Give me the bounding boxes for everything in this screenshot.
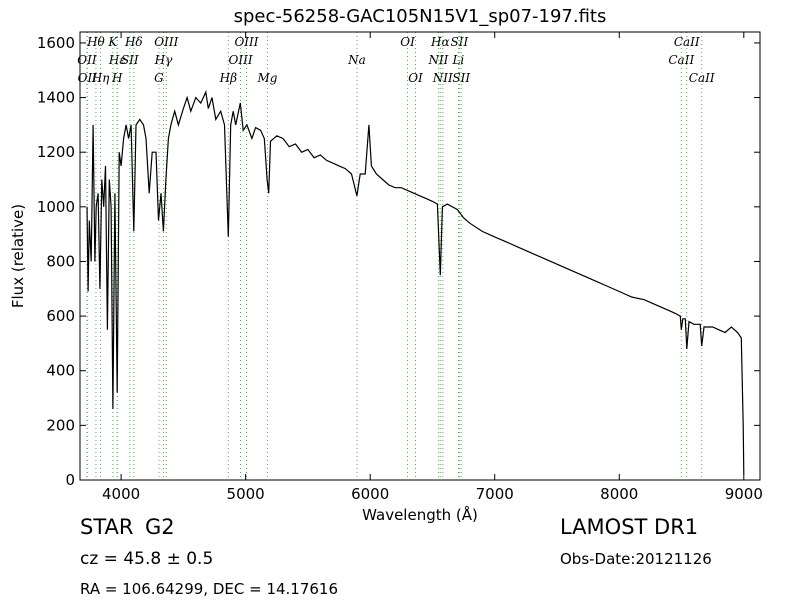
spectral-line-label: Hη [91, 71, 110, 85]
y-tick-label: 0 [65, 471, 75, 489]
chart-title: spec-56258-GAC105N15V1_sp07-197.fits [234, 6, 607, 27]
y-tick-label: 600 [46, 307, 75, 325]
spectral-line-label: Hδ [124, 35, 143, 49]
spectral-line-label: NII [432, 71, 453, 85]
y-tick-label: 800 [46, 252, 75, 270]
cz: cz = 45.8 ± 0.5 [80, 549, 213, 569]
spectral-line-label: SII [452, 71, 470, 85]
spectral-line-label: OIII [234, 35, 258, 49]
spectral-line-label: SII [121, 53, 139, 67]
y-tick-label: 400 [46, 362, 75, 380]
spectral-line-label: OIII [154, 35, 178, 49]
y-tick-label: 1200 [37, 143, 75, 161]
spectral-line-label: OII [78, 71, 98, 85]
subclass: G2 [145, 515, 175, 539]
spectral-line-label: SII [451, 35, 469, 49]
spectral-line-label: Hθ [86, 35, 105, 49]
spectral-line-label: Hγ [154, 53, 173, 67]
spectral-line-label: Li [451, 53, 464, 67]
obs-date: Obs-Date:20121126 [560, 550, 712, 568]
spectral-line-label: Hβ [219, 71, 237, 85]
spectral-line-label: NII [427, 53, 448, 67]
x-axis-label: Wavelength (Å) [362, 505, 478, 524]
survey: LAMOST DR1 [560, 515, 698, 539]
x-tick-label: 6000 [351, 485, 389, 503]
class: STAR [80, 515, 133, 539]
spectral-line-label: CaII [668, 53, 694, 67]
coords: RA = 106.64299, DEC = 14.17616 [80, 580, 338, 598]
x-tick-label: 4000 [102, 485, 140, 503]
y-tick-label: 200 [46, 416, 75, 434]
x-tick-label: 5000 [227, 485, 265, 503]
x-tick-label: 7000 [476, 485, 514, 503]
spectral-line-label: G [154, 71, 164, 85]
spectral-line-label: CaII [689, 71, 715, 85]
x-tick-label: 9000 [725, 485, 763, 503]
spectral-line-label: CaII [674, 35, 700, 49]
spectral-line-label: OIII [229, 53, 253, 67]
y-tick-label: 1600 [37, 34, 75, 52]
plot-frame [79, 31, 761, 481]
spectral-line-label: OI [400, 35, 415, 49]
spectral-line-label: K [107, 35, 118, 49]
y-tick-label: 1400 [37, 89, 75, 107]
x-tick-label: 8000 [600, 485, 638, 503]
spectral-line-label: OI [408, 71, 423, 85]
y-tick-label: 1000 [37, 198, 75, 216]
spectrum-line [86, 90, 745, 475]
spectral-line-label: H [111, 71, 123, 85]
y-axis-label: Flux (relative) [9, 204, 27, 308]
spectral-line-label: Na [347, 53, 366, 67]
spectral-line-label: Mg [256, 71, 277, 85]
spectral-line-label: Hα [430, 35, 450, 49]
